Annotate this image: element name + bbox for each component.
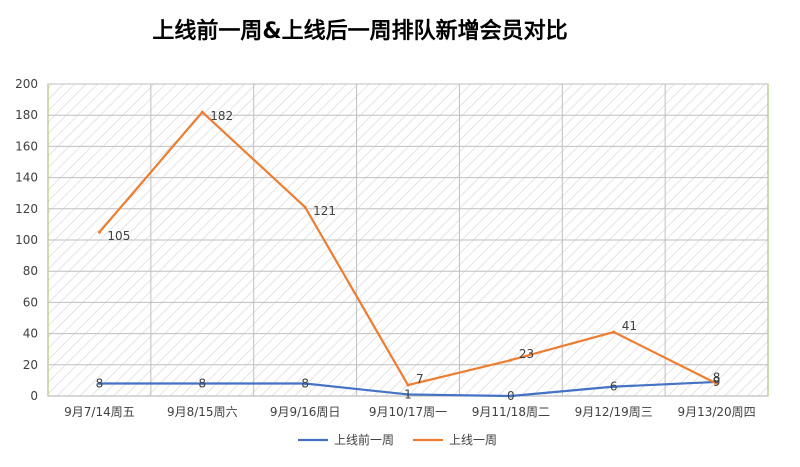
data-point [200,110,204,114]
y-tick-label: 20 [23,358,38,372]
chart-title: 上线前一周&上线后一周排队新增会员对比 [152,18,567,44]
data-point [406,383,410,387]
x-tick-label: 9月12/19周三 [575,405,653,419]
series-layer [97,110,719,398]
data-label: 23 [519,347,534,361]
y-tick-label: 140 [15,171,38,185]
data-point [97,382,101,386]
data-label: 8 [96,377,104,391]
x-axis-ticks: 9月7/14周五 9月8/15周六 9月9/16周日 9月10/17周一 9月11/18… [64,405,756,419]
data-labels-layer: 8 8 8 1 0 6 9 105 182 121 7 23 41 8 [96,109,721,403]
data-label: 6 [610,380,618,394]
x-tick-label: 9月10/17周一 [369,405,447,419]
legend-label: 上线一周 [449,433,497,447]
data-label: 8 [713,371,721,385]
data-label: 182 [210,109,233,123]
x-tick-label: 9月7/14周五 [64,405,135,419]
legend-label: 上线前一周 [334,432,394,447]
data-label: 1 [404,387,412,401]
y-tick-label: 160 [15,139,38,153]
data-label: 0 [507,389,515,403]
y-tick-label: 60 [23,295,38,309]
y-tick-label: 180 [15,108,38,122]
data-point [612,385,616,389]
data-label: 121 [313,204,336,218]
x-tick-label: 9月11/18周二 [472,405,550,419]
data-point [509,394,513,398]
data-label: 8 [198,377,206,391]
y-tick-label: 0 [30,389,38,403]
data-point [97,230,101,234]
y-axis-ticks: 0 20 40 60 80 100 120 140 160 180 200 [15,77,38,403]
data-point [200,382,204,386]
x-tick-label: 9月13/20周四 [677,405,755,419]
legend: 上线前一周 上线一周 [298,432,497,447]
data-point [303,382,307,386]
data-label: 9 [713,375,721,389]
data-label: 8 [301,377,309,391]
x-tick-label: 9月9/16周日 [270,405,341,419]
data-label: 105 [107,229,130,243]
data-point [509,358,513,362]
y-tick-label: 80 [23,264,38,278]
gridlines [48,83,768,397]
data-label: 41 [622,319,637,333]
y-tick-label: 100 [15,233,38,247]
data-point [303,205,307,209]
y-tick-label: 200 [15,77,38,91]
data-label: 7 [416,372,424,386]
y-tick-label: 120 [15,202,38,216]
data-point [406,392,410,396]
x-tick-label: 9月8/15周六 [167,405,238,419]
data-point [612,330,616,334]
y-tick-label: 40 [23,327,38,341]
data-point [715,382,719,386]
